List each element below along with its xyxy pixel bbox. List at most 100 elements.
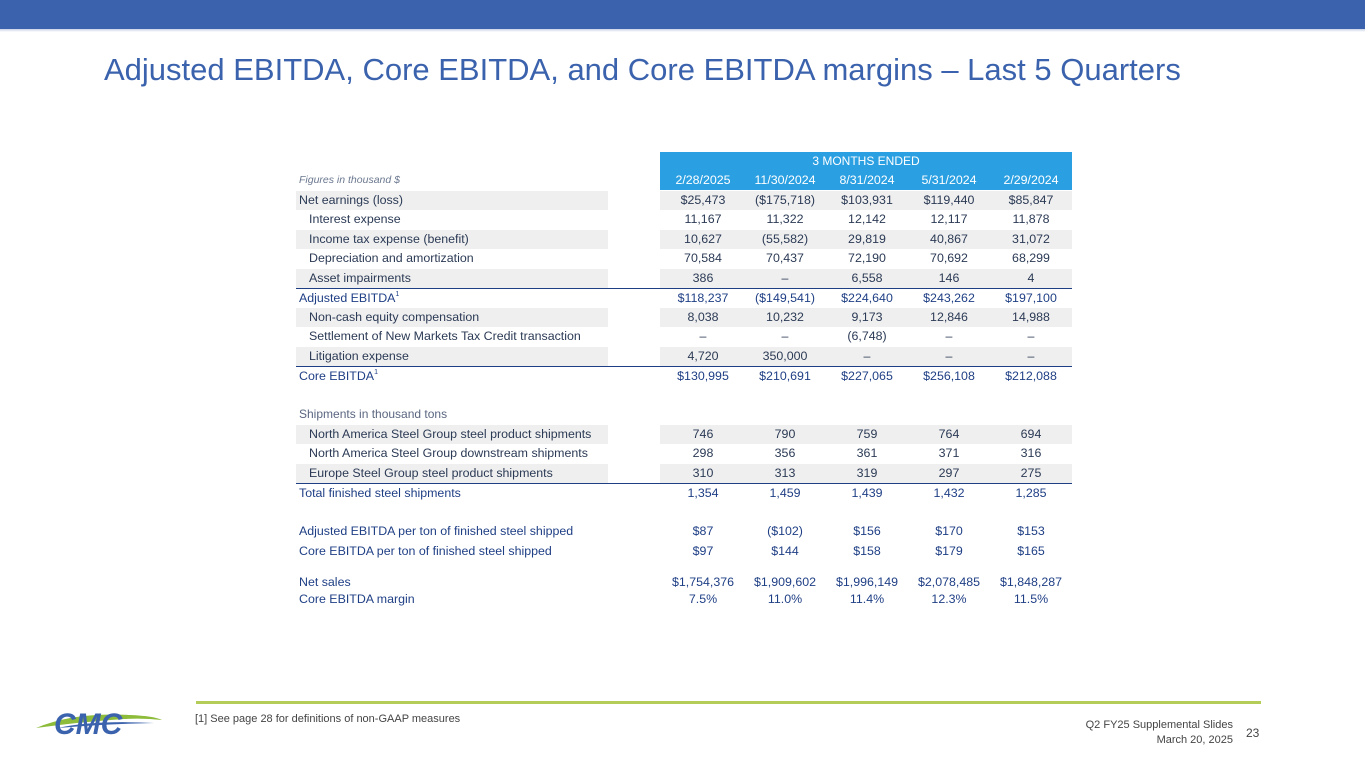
deck-name: Q2 FY25 Supplemental Slides xyxy=(1085,719,1233,731)
table-cell: 11.4% xyxy=(849,592,885,606)
table-row: Non-cash equity compensation 8,038 10,23… xyxy=(296,307,1072,327)
table-cell: 14,988 xyxy=(1012,309,1050,324)
ebitda-table: 3 MONTHS ENDED Figures in thousand $ 2/2… xyxy=(296,152,1072,608)
date-header: 2/28/2025 xyxy=(675,173,731,187)
table-cell: ($102) xyxy=(767,524,803,538)
table-cell: 10,627 xyxy=(684,231,722,246)
table-row: Net sales $1,754,376 $1,909,602 $1,996,1… xyxy=(296,574,1072,591)
row-label: North America Steel Group downstream shi… xyxy=(309,446,588,460)
table-cell: 70,584 xyxy=(684,251,722,265)
table-row: Net earnings (loss) $25,473 ($175,718) $… xyxy=(296,190,1072,210)
table-cell: 8,038 xyxy=(687,309,719,324)
table-cell: $224,640 xyxy=(841,291,893,305)
table-cell: 1,459 xyxy=(769,486,801,500)
table-cell: $97 xyxy=(692,543,714,558)
table-cell: $1,754,376 xyxy=(671,575,734,589)
row-label: Adjusted EBITDA1 xyxy=(299,291,400,305)
table-cell: 31,072 xyxy=(1012,231,1050,246)
row-label: Income tax expense (benefit) xyxy=(309,231,469,246)
row-label: Total finished steel shipments xyxy=(299,486,461,500)
top-banner xyxy=(0,0,1365,29)
table-cell: 10,232 xyxy=(766,309,804,324)
table-cell: 70,437 xyxy=(766,251,804,265)
table-total-row: Adjusted EBITDA1 $118,237 ($149,541) $22… xyxy=(296,288,1072,308)
units-label: Figures in thousand $ xyxy=(299,174,400,186)
table-cell: 764 xyxy=(938,426,960,441)
row-spacer xyxy=(296,561,1072,574)
table-cell: ($175,718) xyxy=(755,192,815,207)
table-cell: 361 xyxy=(856,446,878,460)
table-total-row: Core EBITDA1 $130,995 $210,691 $227,065 … xyxy=(296,366,1072,386)
table-cell: ($149,541) xyxy=(755,291,815,305)
table-cell: 297 xyxy=(938,465,960,480)
table-cell: $2,078,485 xyxy=(917,575,980,589)
table-cell: 371 xyxy=(938,446,960,460)
slide-title: Adjusted EBITDA, Core EBITDA, and Core E… xyxy=(104,52,1181,87)
table-cell: (6,748) xyxy=(847,329,887,343)
row-spacer xyxy=(296,386,1072,406)
table-cell: 1,354 xyxy=(687,486,719,500)
table-cell: $243,262 xyxy=(923,291,975,305)
table-cell: $227,065 xyxy=(841,369,893,383)
table-cell: $25,473 xyxy=(680,192,726,207)
table-cell: $158 xyxy=(853,543,881,558)
footer-divider xyxy=(196,701,1261,704)
table-cell: 68,299 xyxy=(1012,251,1050,265)
table-cell: 316 xyxy=(1020,446,1042,460)
row-label: Interest expense xyxy=(309,212,401,226)
table-row: Asset impairments 386 – 6,558 146 4 xyxy=(296,268,1072,288)
table-row: Depreciation and amortization 70,584 70,… xyxy=(296,249,1072,269)
table-cell: 12,142 xyxy=(848,212,886,226)
table-cell: 12.3% xyxy=(931,592,967,606)
table-cell: – xyxy=(781,329,789,343)
table-cell: 356 xyxy=(774,446,796,460)
table-cell: $144 xyxy=(771,543,799,558)
table-cell: $103,931 xyxy=(841,192,893,207)
table-cell: $1,909,602 xyxy=(753,575,816,589)
table-cell: – xyxy=(781,270,789,285)
table-cell: 72,190 xyxy=(848,251,886,265)
header-band xyxy=(660,152,1072,190)
table-cell: $165 xyxy=(1017,543,1045,558)
table-cell: – xyxy=(1027,348,1035,363)
table-cell: 1,432 xyxy=(933,486,965,500)
table-cell: 4 xyxy=(1027,270,1035,285)
footnote: [1] See page 28 for definitions of non-G… xyxy=(195,713,461,725)
table-row: Adjusted EBITDA per ton of finished stee… xyxy=(296,522,1072,542)
table-cell: $197,100 xyxy=(1005,291,1057,305)
table-row: Income tax expense (benefit) 10,627 (55,… xyxy=(296,229,1072,249)
table-row: Interest expense 11,167 11,322 12,142 12… xyxy=(296,210,1072,230)
row-label: Asset impairments xyxy=(309,270,411,285)
table-cell: 11.5% xyxy=(1013,592,1049,606)
table-cell: 11.0% xyxy=(767,592,803,606)
table-cell: 746 xyxy=(692,426,714,441)
table-cell: 40,867 xyxy=(930,231,968,246)
row-spacer xyxy=(296,503,1072,523)
table-cell: – xyxy=(863,348,871,363)
table-cell: 386 xyxy=(692,270,714,285)
table-cell: $85,847 xyxy=(1008,192,1054,207)
table-cell: 29,819 xyxy=(848,231,886,246)
table-cell: 11,167 xyxy=(684,212,722,226)
table-cell: $156 xyxy=(853,524,881,538)
table-cell: 12,846 xyxy=(930,309,968,324)
table-cell: 298 xyxy=(692,446,714,460)
date-header: 11/30/2024 xyxy=(754,173,816,187)
page-number: 23 xyxy=(1246,726,1260,740)
table-cell: 759 xyxy=(856,426,878,441)
header-dates-row: Figures in thousand $ 2/28/2025 11/30/20… xyxy=(296,171,1072,191)
date-header: 2/29/2024 xyxy=(1003,173,1059,187)
table-cell: (55,582) xyxy=(761,231,809,246)
table-cell: 9,173 xyxy=(851,309,883,324)
row-label: Adjusted EBITDA per ton of finished stee… xyxy=(299,524,574,538)
table-total-row: Total finished steel shipments 1,354 1,4… xyxy=(296,483,1072,503)
table-cell: – xyxy=(945,329,953,343)
table-cell: $118,237 xyxy=(677,291,729,305)
table-cell: 4,720 xyxy=(687,348,719,363)
table-cell: 146 xyxy=(938,270,960,285)
date-header: 8/31/2024 xyxy=(839,173,895,187)
table-cell: $210,691 xyxy=(759,369,811,383)
table-cell: $1,996,149 xyxy=(835,575,898,589)
row-label: North America Steel Group steel product … xyxy=(309,426,592,441)
table-cell: $153 xyxy=(1017,524,1045,538)
